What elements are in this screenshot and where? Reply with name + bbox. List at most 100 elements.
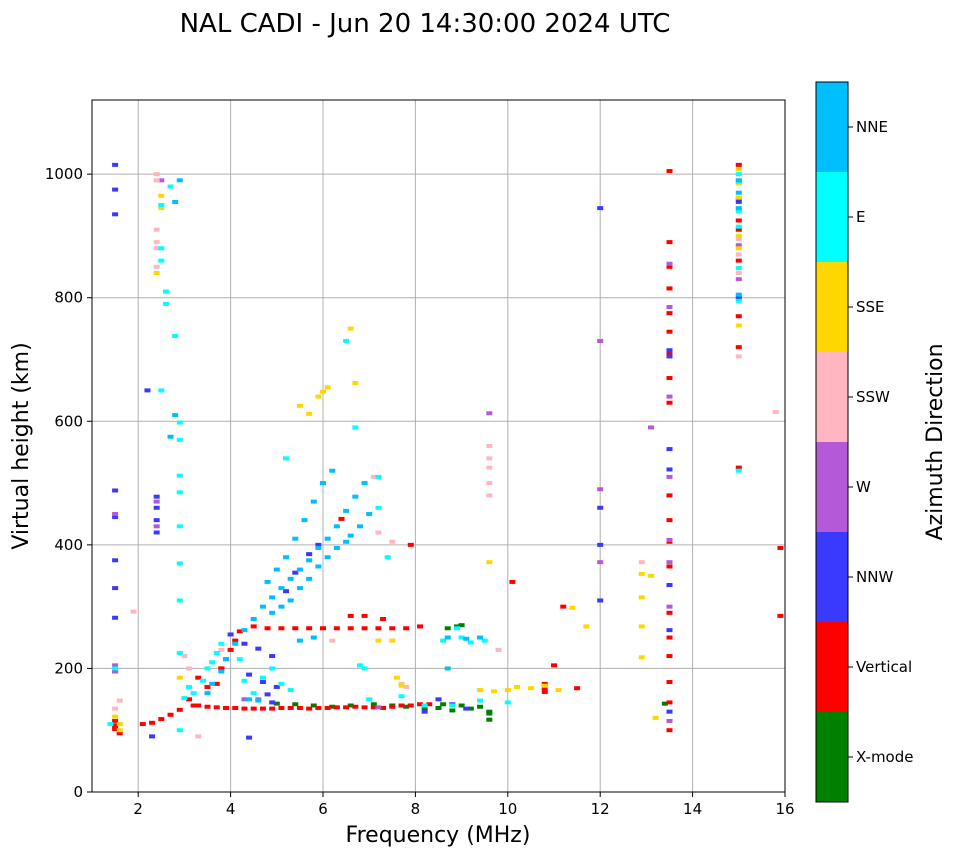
- point-sse: [352, 380, 359, 385]
- data-points: [107, 162, 784, 740]
- x-tick-label: 4: [226, 800, 236, 818]
- x-tick-label: 8: [411, 800, 421, 818]
- colorbar-swatch: [816, 82, 848, 172]
- point-e: [112, 666, 119, 671]
- point-x-mode: [440, 702, 447, 707]
- point-nne: [306, 576, 313, 581]
- point-sse: [735, 246, 742, 251]
- point-nnw: [597, 598, 604, 603]
- point-x-mode: [486, 711, 493, 716]
- point-e: [458, 635, 465, 640]
- x-tick-label: 14: [683, 800, 702, 818]
- chart-title: NAL CADI - Jun 20 14:30:00 2024 UTC: [180, 9, 671, 39]
- point-ssw: [375, 530, 382, 535]
- point-vertical: [666, 264, 673, 269]
- point-vertical: [222, 705, 229, 710]
- point-nne: [352, 494, 359, 499]
- point-e: [218, 641, 225, 646]
- x-axis-ticks: 2 4 6 8 10 12 14 16: [133, 792, 795, 818]
- x-tick-label: 16: [775, 800, 794, 818]
- point-vertical: [149, 720, 156, 725]
- point-nnw: [112, 488, 119, 493]
- point-ssw: [153, 246, 160, 251]
- point-e: [204, 666, 211, 671]
- point-e: [176, 437, 183, 442]
- point-nnw: [306, 552, 313, 557]
- colorbar-title: Azimuth Direction: [923, 343, 948, 540]
- point-nne: [287, 598, 294, 603]
- point-e: [236, 657, 243, 662]
- point-sse: [393, 675, 400, 680]
- point-w: [597, 487, 604, 492]
- plot-frame: [91, 99, 786, 793]
- point-vertical: [343, 705, 350, 710]
- point-vertical: [666, 240, 673, 245]
- point-nnw: [112, 212, 119, 217]
- point-e: [199, 678, 206, 683]
- point-w: [666, 394, 673, 399]
- point-e: [375, 505, 382, 510]
- point-nnw: [273, 684, 280, 689]
- point-vertical: [347, 613, 354, 618]
- point-sse: [296, 403, 303, 408]
- point-vertical: [320, 626, 326, 631]
- point-nnw: [112, 515, 119, 520]
- point-x-mode: [458, 623, 465, 628]
- point-x-mode: [329, 704, 336, 709]
- point-nne: [269, 610, 276, 615]
- point-x-mode: [421, 706, 428, 711]
- point-vertical: [333, 705, 340, 710]
- point-nnw: [112, 586, 119, 591]
- point-nne: [324, 555, 331, 560]
- point-vertical: [777, 613, 784, 618]
- point-vertical: [116, 731, 123, 736]
- point-vertical: [370, 705, 377, 710]
- point-ssw: [130, 609, 137, 614]
- point-sse: [735, 167, 742, 172]
- point-nne: [301, 518, 308, 523]
- point-nne: [273, 567, 280, 572]
- point-ssw: [735, 354, 742, 359]
- point-sse: [638, 571, 645, 576]
- point-nne: [306, 558, 313, 563]
- point-vertical: [666, 680, 673, 685]
- point-nnw: [144, 388, 151, 393]
- point-nne: [292, 536, 299, 541]
- point-vertical: [264, 626, 271, 631]
- point-e: [162, 301, 169, 306]
- point-nnw: [463, 706, 470, 711]
- point-vertical: [389, 626, 396, 631]
- point-ssw: [389, 539, 396, 544]
- point-nne: [444, 635, 451, 640]
- colorbar-swatch: [816, 172, 848, 262]
- point-sse: [555, 688, 562, 693]
- point-nne: [250, 617, 257, 621]
- point-vertical: [666, 351, 673, 356]
- plot-area: [92, 100, 785, 792]
- point-vertical: [666, 728, 673, 733]
- point-vertical: [417, 702, 424, 707]
- grid-lines: [92, 100, 786, 793]
- point-nnw: [597, 542, 604, 547]
- point-sse: [477, 688, 484, 693]
- point-sse: [490, 689, 497, 694]
- point-x-mode: [310, 703, 317, 708]
- point-vertical: [574, 686, 581, 691]
- point-nne: [329, 468, 336, 473]
- point-vertical: [666, 311, 673, 316]
- point-nnw: [246, 672, 253, 677]
- point-nnw: [666, 583, 673, 588]
- point-ssw: [218, 647, 225, 652]
- point-ssw: [495, 647, 502, 652]
- point-e: [467, 640, 474, 645]
- colorbar-label: SSE: [856, 298, 885, 316]
- point-e: [176, 490, 183, 495]
- point-vertical: [236, 629, 243, 634]
- point-w: [375, 705, 382, 710]
- point-nnw: [112, 615, 119, 620]
- point-sse: [504, 688, 511, 693]
- point-sse: [541, 683, 548, 688]
- point-vertical: [352, 704, 359, 709]
- point-ssw: [181, 654, 188, 659]
- point-vertical: [269, 706, 276, 711]
